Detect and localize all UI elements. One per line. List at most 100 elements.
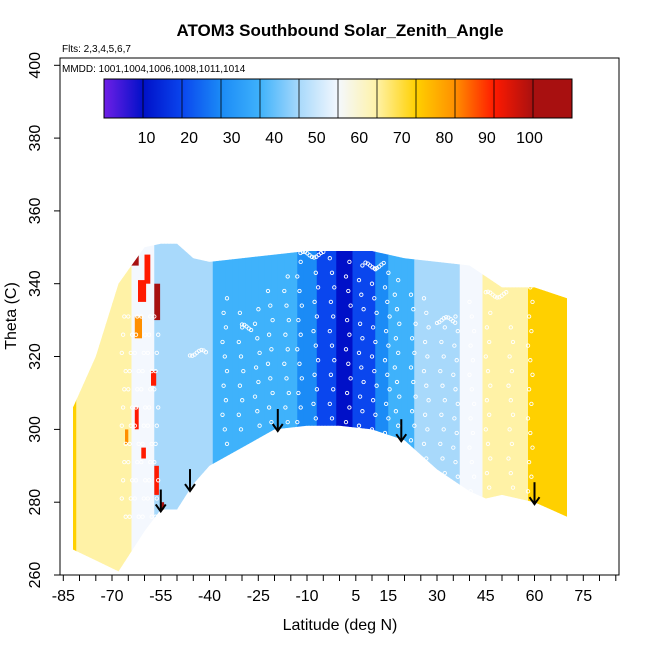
track-point	[393, 336, 399, 341]
track-point	[329, 343, 335, 348]
track-point	[453, 314, 458, 319]
curtain-column	[242, 243, 246, 572]
track-point	[268, 303, 273, 308]
curtain-column	[394, 243, 399, 572]
curtain-column	[411, 243, 415, 572]
x-tick-label: 15	[379, 588, 397, 605]
track-point	[442, 470, 447, 476]
track-point	[360, 336, 365, 341]
track-point	[441, 354, 446, 359]
track-point	[484, 325, 490, 330]
colorbar-segment	[338, 79, 378, 118]
track-point	[439, 412, 444, 417]
track-point	[187, 353, 193, 358]
track-point	[120, 405, 126, 410]
track-point	[314, 314, 320, 319]
curtain-column	[381, 243, 386, 572]
curtain-column	[222, 243, 227, 572]
dates-label: MMDD: 1001,1004,1006,1008,1011,1014	[62, 64, 246, 75]
curtain-column	[437, 243, 441, 572]
track-point	[312, 372, 317, 377]
curtain-column	[115, 243, 120, 572]
track-point	[411, 452, 416, 458]
track-point	[311, 328, 316, 334]
curtain-column	[95, 243, 100, 572]
track-point	[269, 347, 274, 352]
track-point	[347, 259, 352, 265]
track-point	[343, 274, 349, 279]
curtain-column	[463, 243, 467, 572]
curtain-column	[199, 243, 204, 572]
track-point	[255, 336, 260, 341]
track-point	[526, 459, 532, 465]
track-point	[224, 368, 230, 374]
track-point	[370, 325, 376, 330]
track-point	[321, 249, 326, 254]
track-point	[283, 332, 288, 337]
track-point	[146, 405, 152, 410]
colorbar-segment	[416, 79, 456, 118]
curtain-column	[537, 243, 542, 572]
curtain-column	[554, 243, 558, 572]
track-point	[149, 368, 154, 374]
track-point	[469, 387, 474, 392]
track-point	[132, 423, 137, 428]
track-point	[425, 354, 430, 359]
curtain-column	[245, 243, 250, 572]
curtain-column	[511, 243, 516, 572]
curtain-column	[229, 243, 233, 572]
y-tick-label: 400	[27, 52, 44, 79]
track-point	[296, 317, 301, 323]
track-point	[222, 427, 227, 432]
track-point	[268, 376, 273, 381]
track-point	[298, 405, 303, 410]
curtain-column	[216, 243, 220, 572]
curtain-column	[446, 243, 451, 572]
track-point	[148, 387, 153, 392]
curtain-column	[388, 243, 393, 572]
curtain-column	[508, 243, 513, 572]
track-point	[312, 299, 317, 305]
track-point	[385, 299, 390, 305]
curtain-column	[118, 243, 123, 572]
track-point	[223, 325, 229, 330]
track-point	[396, 277, 401, 283]
track-point	[156, 405, 161, 410]
curtain-column	[404, 243, 409, 572]
track-point	[132, 350, 137, 356]
y-tick-label: 380	[27, 125, 44, 152]
track-point	[440, 456, 445, 461]
y-tick-label: 260	[27, 562, 44, 589]
curtain-column	[173, 243, 178, 572]
track-point	[136, 514, 141, 519]
track-point	[397, 394, 402, 399]
track-point	[153, 514, 158, 519]
curtain-patch	[131, 251, 139, 266]
track-point	[509, 441, 515, 447]
track-point	[439, 485, 444, 490]
curtain-column	[590, 58, 594, 575]
track-point	[331, 387, 336, 392]
x-tick-label: -70	[100, 588, 123, 605]
track-point	[145, 350, 150, 356]
curtain-column	[160, 243, 165, 572]
track-point	[392, 438, 397, 443]
profile-arrow-head	[154, 503, 167, 514]
curtain-column	[587, 58, 591, 575]
colorbar-tick-label: 20	[180, 130, 198, 147]
track-point	[295, 347, 300, 352]
track-point	[297, 361, 302, 366]
track-point	[508, 325, 513, 330]
track-point	[421, 441, 427, 447]
curtain-column	[570, 58, 574, 575]
track-point	[221, 310, 226, 316]
curtain-column	[108, 243, 113, 572]
track-point	[329, 270, 335, 275]
track-point	[295, 274, 300, 279]
curtain-column	[433, 243, 438, 572]
curtain-column	[82, 243, 87, 572]
curtain-column	[424, 243, 428, 572]
track-point	[361, 379, 366, 385]
track-point	[344, 390, 350, 396]
track-point	[126, 387, 131, 392]
